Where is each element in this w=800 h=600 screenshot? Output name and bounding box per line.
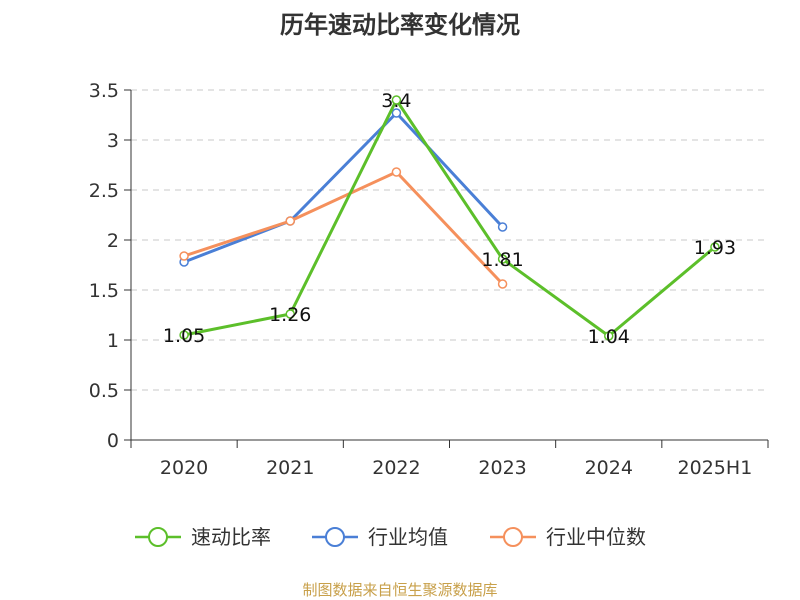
y-tick-label: 3	[107, 130, 119, 152]
legend-item-1[interactable]: 行业均值	[312, 525, 448, 549]
legend-marker	[503, 527, 523, 547]
legend-marker	[148, 527, 168, 547]
source-note: 制图数据来自恒生聚源数据库	[302, 581, 497, 599]
axes: 0 0.5 1 1.5 2 2.5 3 3.5 2020 2021 2022 2023 2024 2025…	[89, 80, 769, 479]
series-2	[179, 167, 508, 289]
grid	[131, 89, 768, 391]
data-point	[710, 242, 720, 252]
data-point	[285, 216, 295, 226]
legend-marker	[325, 527, 345, 547]
data-labels: 1.05 1.26 3.4 1.81 1.04 1.93	[163, 90, 736, 348]
data-point	[497, 279, 508, 289]
series-line	[183, 98, 716, 338]
legend-label: 行业均值	[368, 525, 448, 549]
chart-title: 历年速动比率变化情况	[280, 11, 520, 39]
y-tick-label: 0.5	[89, 380, 119, 402]
data-label: 1.05	[163, 325, 205, 347]
x-tick-label: 2025H1	[678, 457, 753, 479]
series-0	[179, 95, 720, 341]
data-point	[497, 254, 508, 264]
data-point	[497, 222, 508, 232]
x-tick-label: 2020	[160, 457, 208, 479]
data-point	[285, 309, 295, 319]
y-tick-label: 2	[107, 230, 119, 252]
series-line	[183, 170, 504, 286]
legend-item-0[interactable]: 速动比率	[135, 525, 271, 549]
y-tick-label: 2.5	[89, 180, 119, 202]
data-point	[179, 330, 189, 340]
y-tick-label: 0	[107, 430, 119, 452]
data-point	[604, 331, 614, 341]
series-layer	[179, 95, 720, 341]
data-point	[179, 251, 189, 261]
data-label: 1.81	[481, 249, 523, 271]
data-label: 3.4	[381, 90, 411, 112]
data-point	[391, 167, 402, 177]
y-tick-label: 3.5	[89, 80, 119, 102]
legend-label: 行业中位数	[546, 525, 646, 549]
x-tick-label: 2023	[478, 457, 526, 479]
y-tick-label: 1	[107, 330, 119, 352]
data-label: 1.26	[269, 304, 311, 326]
y-tick-label: 1.5	[89, 280, 119, 302]
data-label: 1.04	[588, 326, 630, 348]
series-line	[183, 111, 504, 264]
x-tick-label: 2024	[585, 457, 633, 479]
legend[interactable]: 速动比率 行业均值 行业中位数	[135, 525, 646, 549]
legend-label: 速动比率	[191, 525, 271, 549]
data-point	[391, 95, 402, 105]
data-label: 1.93	[694, 237, 736, 259]
x-tick-label: 2021	[266, 457, 314, 479]
x-tick-label: 2022	[372, 457, 420, 479]
legend-item-2[interactable]: 行业中位数	[490, 525, 646, 549]
data-point	[391, 108, 402, 118]
